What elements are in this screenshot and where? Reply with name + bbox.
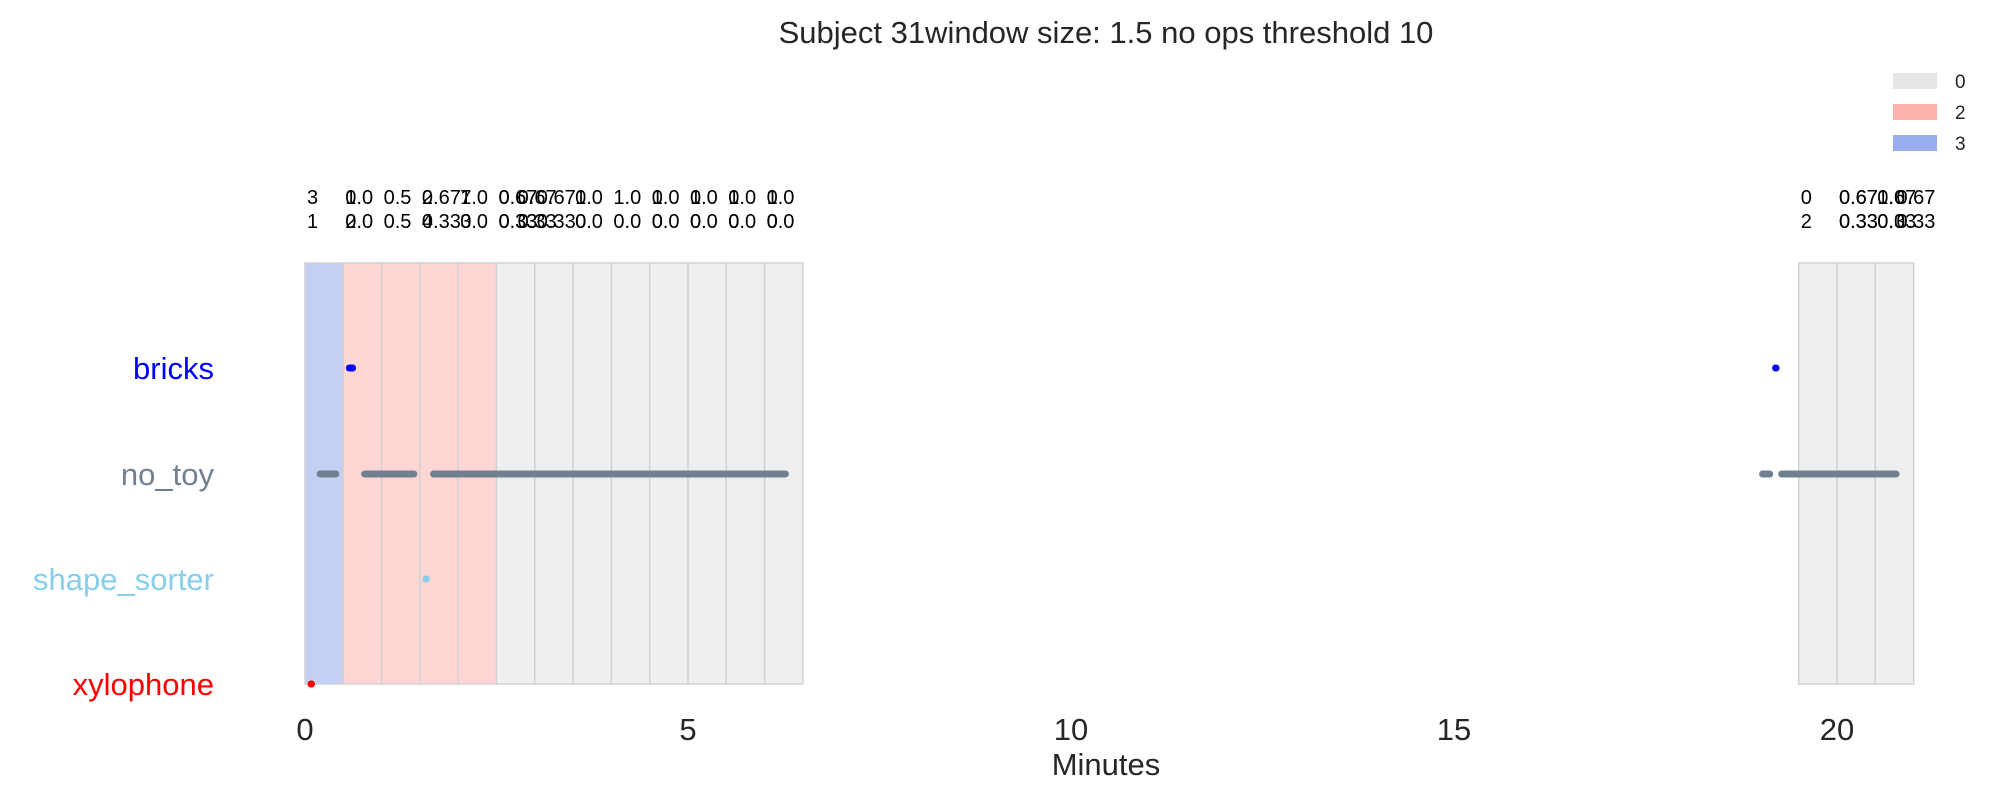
window-score-bottom-overlap: 3 [460,211,471,233]
window-score-bottom: 0.33 [1877,211,1916,233]
window-score-bottom-overlap: 0 [652,211,663,233]
window-score-bottom-overlap: 4 [422,211,433,233]
window-score-top-overlap: 7 [460,187,471,209]
window-score-bottom: 0.0 [767,211,795,233]
window-score-top-overlap: 0.67 [499,187,538,209]
x-tick-label: 0 [296,712,313,747]
window-score-bottom: 0.0 [575,211,603,233]
window-score-top-overlap: 0.67 [1839,187,1878,209]
legend-label-3: 3 [1955,134,1966,155]
window-score-top: 1.0 [767,187,795,209]
legend-label-0: 0 [1955,72,1966,93]
legend-swatch-0 [1893,73,1937,89]
legend-swatch-2 [1893,104,1937,120]
x-tick-label: 5 [679,712,696,747]
window-score-bottom: 2 [1801,211,1812,233]
window-score-top-overlap: 0.67 [1896,187,1935,209]
window-score-top: 1.0 [690,187,718,209]
window-score-bottom: 0.0 [690,211,718,233]
window-score-top-overlap: 0 [345,187,356,209]
window-score-top: 0.67 [422,187,461,209]
window-score-top-overlap: 1.0 [1877,187,1905,209]
x-tick-label: 20 [1820,712,1854,747]
window-score-bottom-overlap: 0 [690,211,701,233]
window-score-top: 1.0 [345,187,373,209]
window-score-top-overlap: 0.67 [518,187,557,209]
window-score-top: 1.0 [728,187,756,209]
window-score-bottom-overlap: 0.0 [1877,211,1905,233]
window-score-bottom-overlap: 0.33 [499,211,538,233]
legend-swatch-3 [1893,135,1937,151]
window-annotations: 311.00.00.50.50.670.331.00.00.670.330.67… [307,187,1935,233]
window-score-top: 1.0 [613,187,641,209]
window-score-top: 0.67 [537,187,576,209]
window-score-top: 1.0 [460,187,488,209]
window-score-top-overlap: 0 [575,187,586,209]
window-score-bottom: 0.33 [499,211,538,233]
window-score-bottom: 0.33 [537,211,576,233]
window-score-top-overlap: 0 [767,187,778,209]
legend: 0 2 3 [1893,72,1966,155]
window-score-top: 1.0 [575,187,603,209]
window-score-bottom-overlap: 0 [728,211,739,233]
window-score-top-overlap: 0 [690,187,701,209]
legend-label-2: 2 [1955,103,1966,124]
y-label-bricks: bricks [133,351,214,386]
window-score-top-overlap: 0 [652,187,663,209]
window-score-bottom-overlap: 0.33 [518,211,557,233]
y-label-shape-sorter: shape_sorter [33,562,214,597]
y-label-xylophone: xylophone [73,667,214,702]
y-label-no-toy: no_toy [121,457,215,492]
window-score-top: 0.67 [499,187,538,209]
window-score-top: 0.67 [1877,187,1916,209]
window-score-top-overlap: 2 [422,187,433,209]
window-score-bottom-overlap: 0.33 [1839,211,1878,233]
window-score-bottom: 0.33 [1839,211,1878,233]
window-score-bottom-overlap: 0 [767,211,778,233]
activity-segments [307,364,1900,688]
window-score-top: 0.67 [1839,187,1878,209]
window-score-bottom: 0.0 [728,211,756,233]
window-score-top-overlap: 0 [728,187,739,209]
window-score-bottom: 0.5 [384,211,412,233]
window-score-bottom-overlap: 0 [575,211,586,233]
window-score-bottom: 0.33 [422,211,461,233]
x-tick-label: 15 [1437,712,1471,747]
window-score-top: 0.5 [384,187,412,209]
window-score-bottom: 0.0 [613,211,641,233]
window-score-top: 0 [1801,187,1812,209]
window-score-bottom: 0.0 [652,211,680,233]
y-axis-labels: bricks no_toy shape_sorter xylophone [33,351,214,702]
x-tick-label: 10 [1054,712,1088,747]
x-axis-label: Minutes [1052,747,1161,782]
chart-title: Subject 31window size: 1.5 no ops thresh… [779,15,1434,50]
window-score-top: 3 [307,187,318,209]
window-score-bottom: 0.0 [345,211,373,233]
window-score-bottom: 1 [307,211,318,233]
window-score-top: 1.0 [652,187,680,209]
window-score-bottom-overlap: 0.33 [1896,211,1935,233]
x-axis-ticks: 0 5 10 15 20 [296,712,1854,747]
window-score-bottom-overlap: 2 [345,211,356,233]
window-score-bottom: 0.0 [460,211,488,233]
